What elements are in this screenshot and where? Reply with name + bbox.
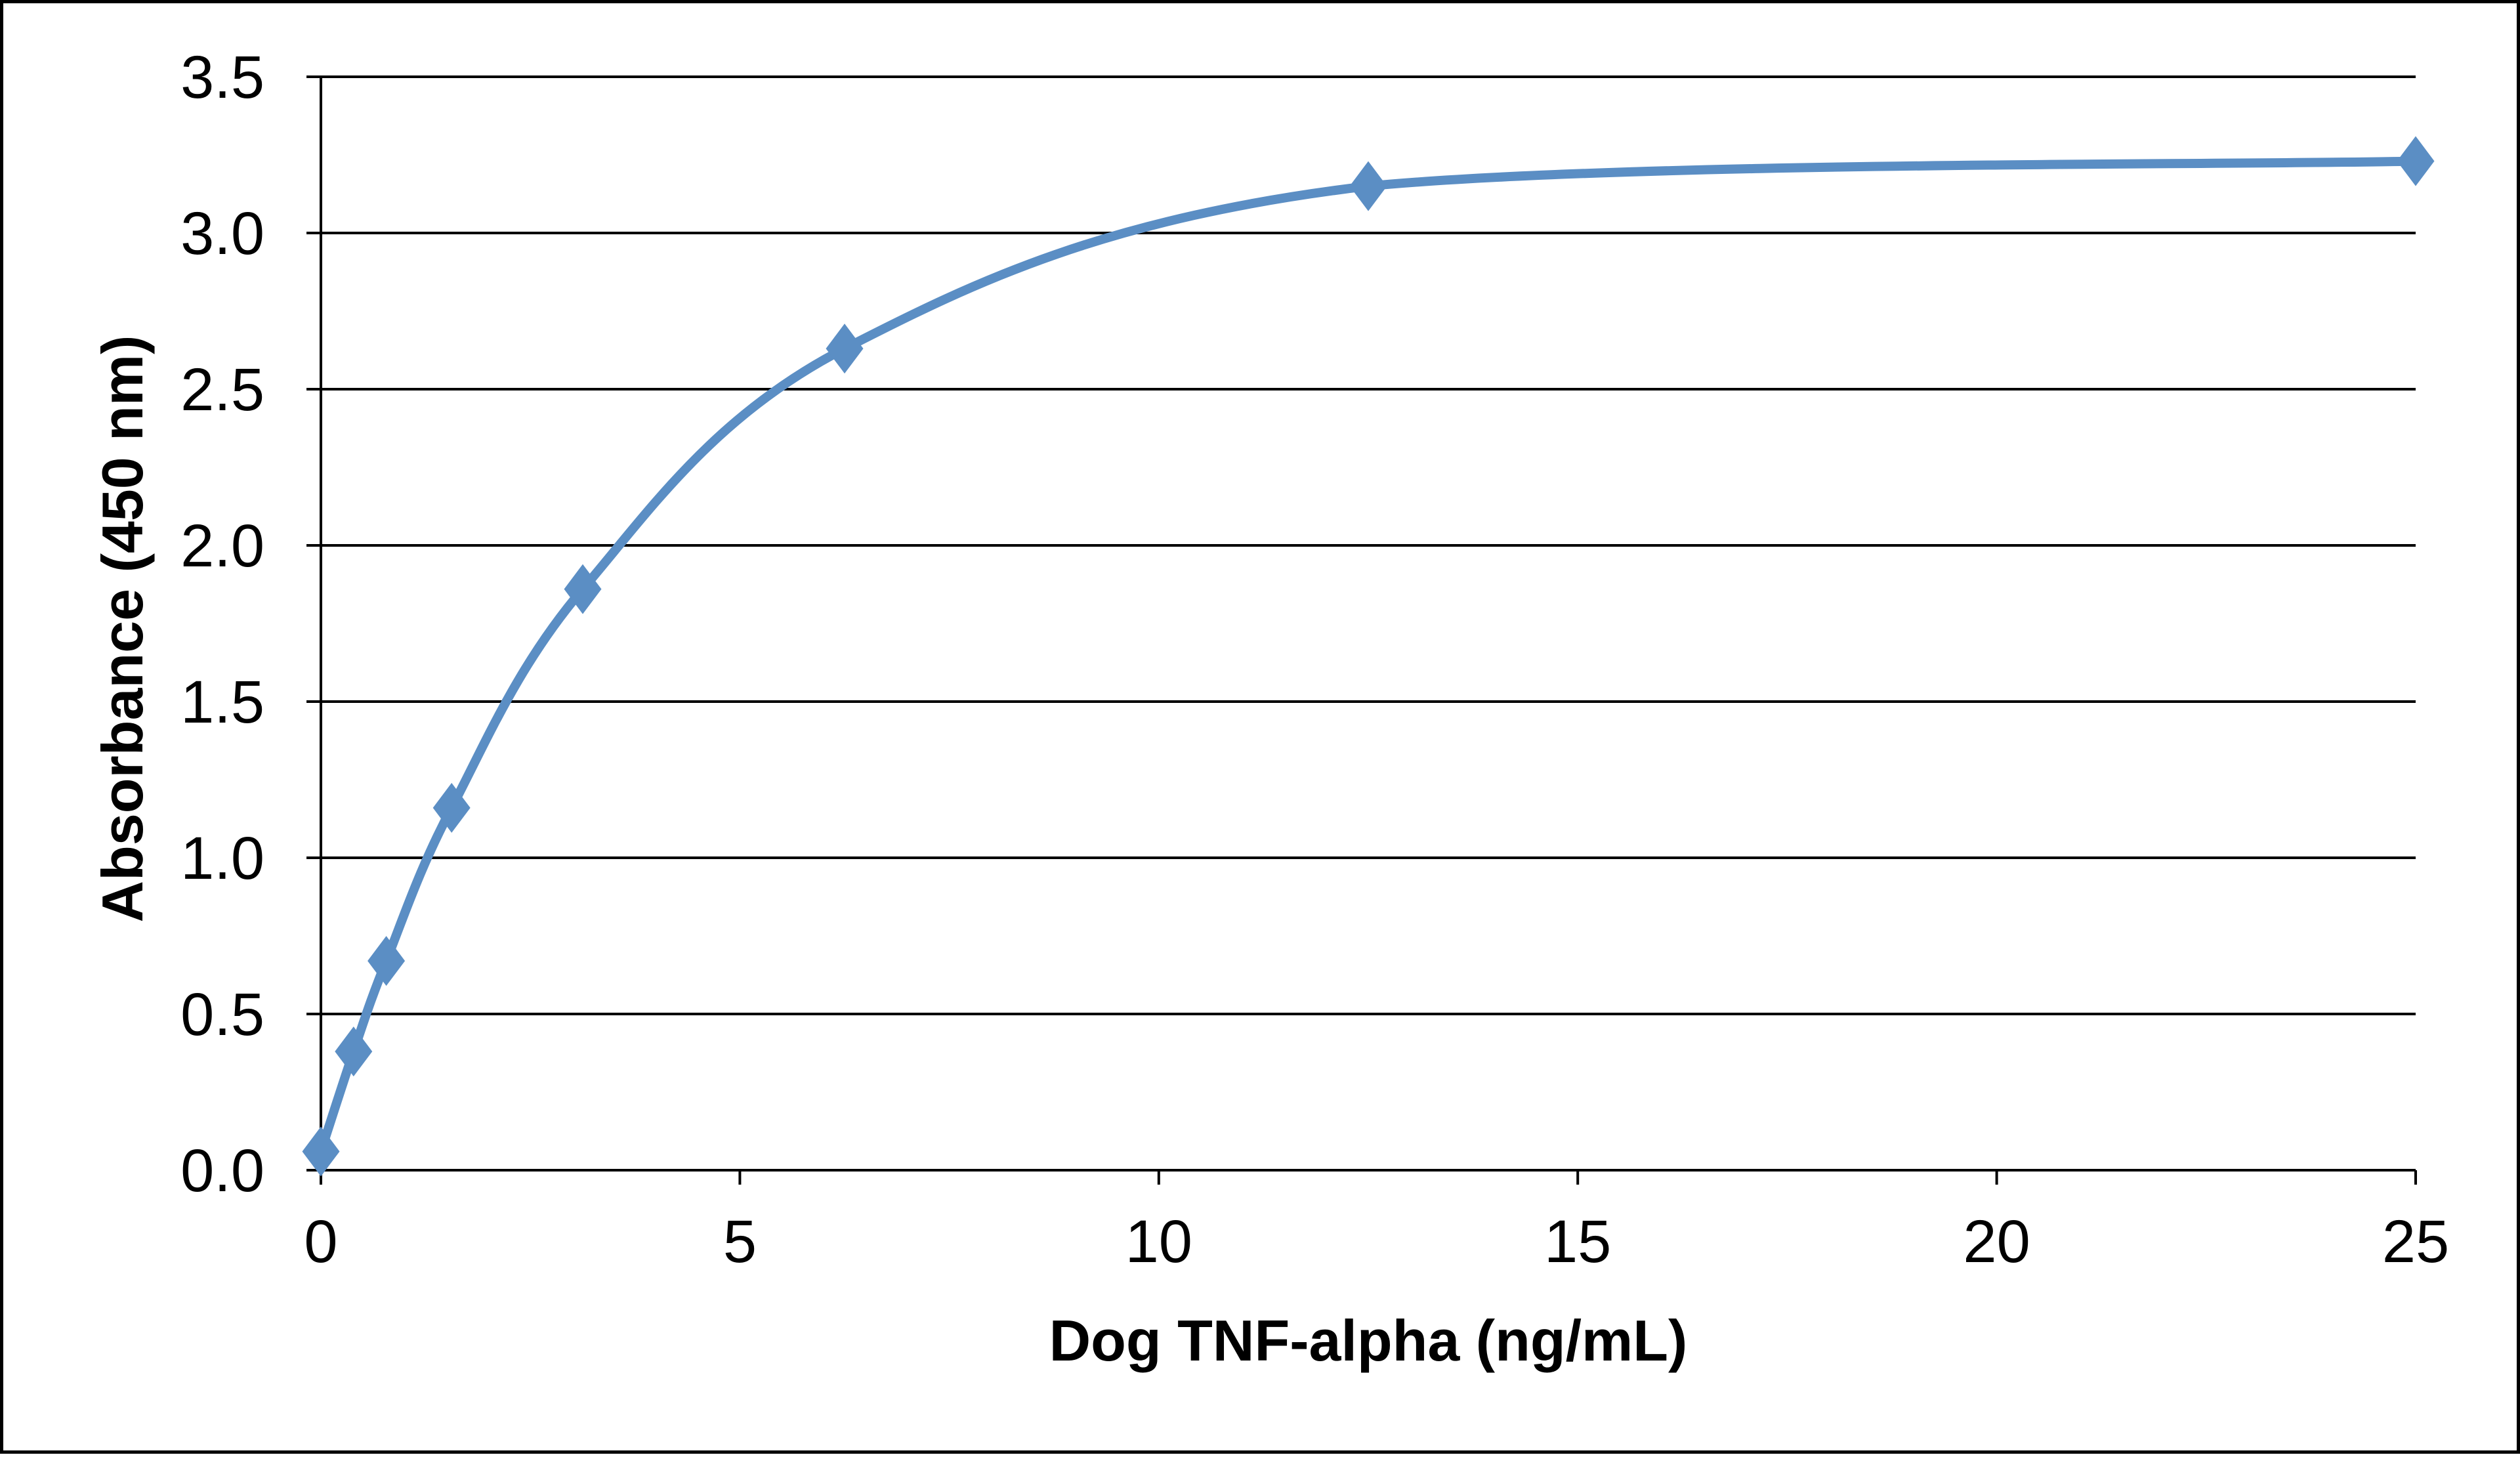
y-tick-label: 1.5	[180, 669, 264, 736]
series	[302, 136, 2435, 1177]
x-tick-label: 20	[1963, 1208, 2030, 1275]
y-tick-label: 3.0	[180, 200, 264, 267]
y-tick-label: 2.0	[180, 513, 264, 580]
x-tick-label: 10	[1125, 1208, 1192, 1275]
x-tick-label: 25	[2382, 1208, 2449, 1275]
x-tick-label: 15	[1544, 1208, 1611, 1275]
x-tick-label: 5	[723, 1208, 757, 1275]
x-axis-title: Dog TNF-alpha (ng/mL)	[1049, 1308, 1688, 1373]
data-point-marker	[1349, 161, 1387, 211]
data-point-marker	[368, 936, 406, 986]
x-tick-label: 0	[304, 1208, 337, 1275]
y-tick-label: 3.5	[180, 44, 264, 111]
y-tick-label: 0.5	[180, 981, 264, 1048]
data-point-marker	[826, 324, 864, 374]
y-tick-label: 1.0	[180, 825, 264, 892]
data-point-marker	[335, 1026, 373, 1077]
gridlines	[321, 75, 2416, 1015]
data-point-marker	[302, 1126, 340, 1177]
y-tick-label: 0.0	[180, 1137, 264, 1204]
absorbance-line-chart: 0.0 0.5 1.0 1.5 2.0 2.5 3.0 3.5 0 5 10 15 20 25 Dog T…	[90, 44, 2449, 1373]
data-point-marker	[2397, 136, 2435, 186]
tick-labels: 0.0 0.5 1.0 1.5 2.0 2.5 3.0 3.5 0 5 10 15 20 25	[180, 44, 2449, 1275]
data-point-marker	[432, 782, 471, 833]
series-line-0	[316, 156, 2420, 1156]
axes	[306, 75, 2417, 1185]
y-tick-label: 2.5	[180, 356, 264, 423]
data-point-marker	[564, 564, 602, 614]
y-axis-title: Absorbance (450 nm)	[90, 335, 155, 923]
